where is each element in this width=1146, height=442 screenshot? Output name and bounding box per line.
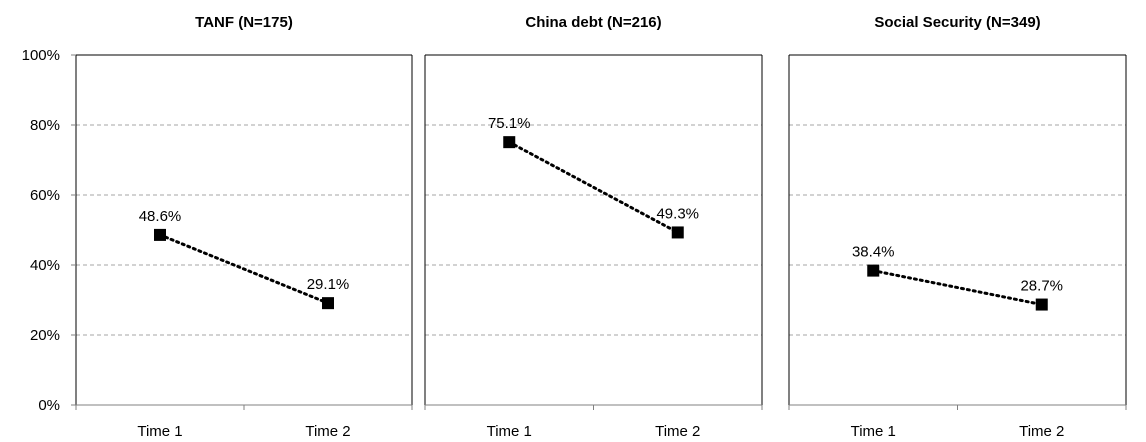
data-label: 38.4% (852, 244, 895, 261)
y-tick-label: 20% (30, 327, 60, 344)
x-tick-label: Time 1 (487, 423, 532, 440)
data-label: 49.3% (656, 205, 699, 222)
y-tick-label: 0% (38, 397, 60, 414)
y-tick-label: 80% (30, 117, 60, 134)
data-label: 75.1% (488, 115, 531, 132)
series-line (507, 140, 680, 234)
data-point-marker (671, 226, 684, 239)
x-tick-label: Time 2 (305, 423, 350, 440)
panel-title: Social Security (N=349) (874, 14, 1040, 31)
y-tick-label: 100% (22, 47, 60, 64)
data-label: 29.1% (307, 276, 350, 293)
x-tick-label: Time 2 (1019, 423, 1064, 440)
y-tick-label: 40% (30, 257, 60, 274)
series-line (158, 233, 330, 305)
data-label: 48.6% (139, 208, 182, 225)
x-tick-label: Time 2 (655, 423, 700, 440)
data-point-marker (322, 297, 334, 310)
series-line (871, 269, 1044, 307)
x-tick-label: Time 1 (851, 423, 896, 440)
data-point-marker (154, 228, 166, 241)
data-point-marker (503, 136, 516, 149)
data-point-marker (867, 264, 880, 277)
x-tick-label: Time 1 (137, 423, 182, 440)
data-label: 28.7% (1020, 278, 1063, 295)
panel-title: China debt (N=216) (525, 14, 661, 31)
panel-title: TANF (N=175) (195, 14, 293, 31)
data-point-marker (1035, 298, 1048, 311)
y-tick-label: 60% (30, 187, 60, 204)
